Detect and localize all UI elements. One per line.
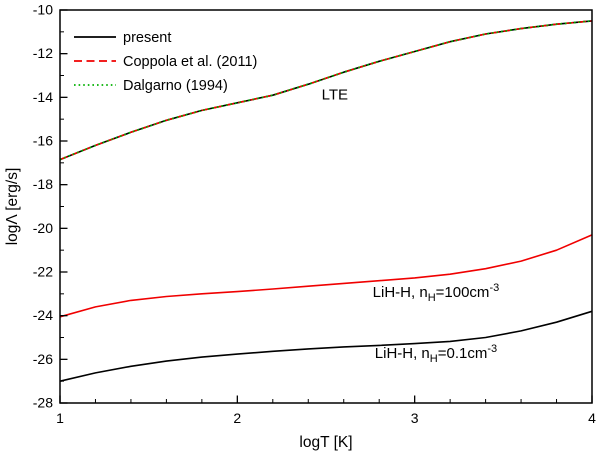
annotation-part: LiH-H, n: [375, 345, 430, 362]
x-axis-label: logT [K]: [299, 434, 352, 451]
annotation-part: LTE: [322, 87, 348, 104]
series-coppola-2011-LTE: [59, 20, 593, 161]
x-tick-label: 2: [233, 410, 241, 426]
x-tick-label: 3: [411, 410, 419, 426]
y-axis-label: logΛ [erg/s]: [4, 168, 21, 246]
y-tick-label: -16: [33, 133, 53, 149]
y-tick-label: -10: [33, 2, 53, 18]
series-LiH-H-nH-0.1: [59, 310, 593, 382]
y-tick-label: -14: [33, 89, 53, 105]
annotation-part: =0.1cm: [438, 345, 488, 362]
x-tick-label: 1: [56, 410, 64, 426]
y-tick-label: -28: [33, 395, 53, 411]
n01-label: LiH-H, nH=0.1cm-3: [375, 343, 497, 365]
y-tick-label: -24: [33, 307, 53, 323]
y-tick-label: -12: [33, 45, 53, 61]
annotation-part: H: [430, 353, 438, 365]
annotation-part: =100cm: [436, 284, 490, 301]
legend-label-2: Dalgarno (1994): [123, 78, 228, 94]
legend-label-0: present: [123, 30, 171, 46]
y-tick-label: -26: [33, 351, 53, 367]
y-tick-label: -18: [33, 176, 53, 192]
annotation-part: -3: [487, 343, 497, 355]
series-LiH-H-nH-100: [59, 234, 593, 318]
annotation-part: LiH-H, n: [373, 284, 428, 301]
x-tick-label: 4: [588, 410, 596, 426]
annotation-part: H: [428, 292, 436, 304]
lte-label: LTE: [322, 87, 348, 104]
annotation-part: -3: [489, 282, 499, 294]
y-tick-label: -22: [33, 264, 53, 280]
y-tick-label: -20: [33, 220, 53, 236]
n100-label: LiH-H, nH=100cm-3: [373, 282, 500, 304]
legend-label-1: Coppola et al. (2011): [123, 54, 257, 70]
